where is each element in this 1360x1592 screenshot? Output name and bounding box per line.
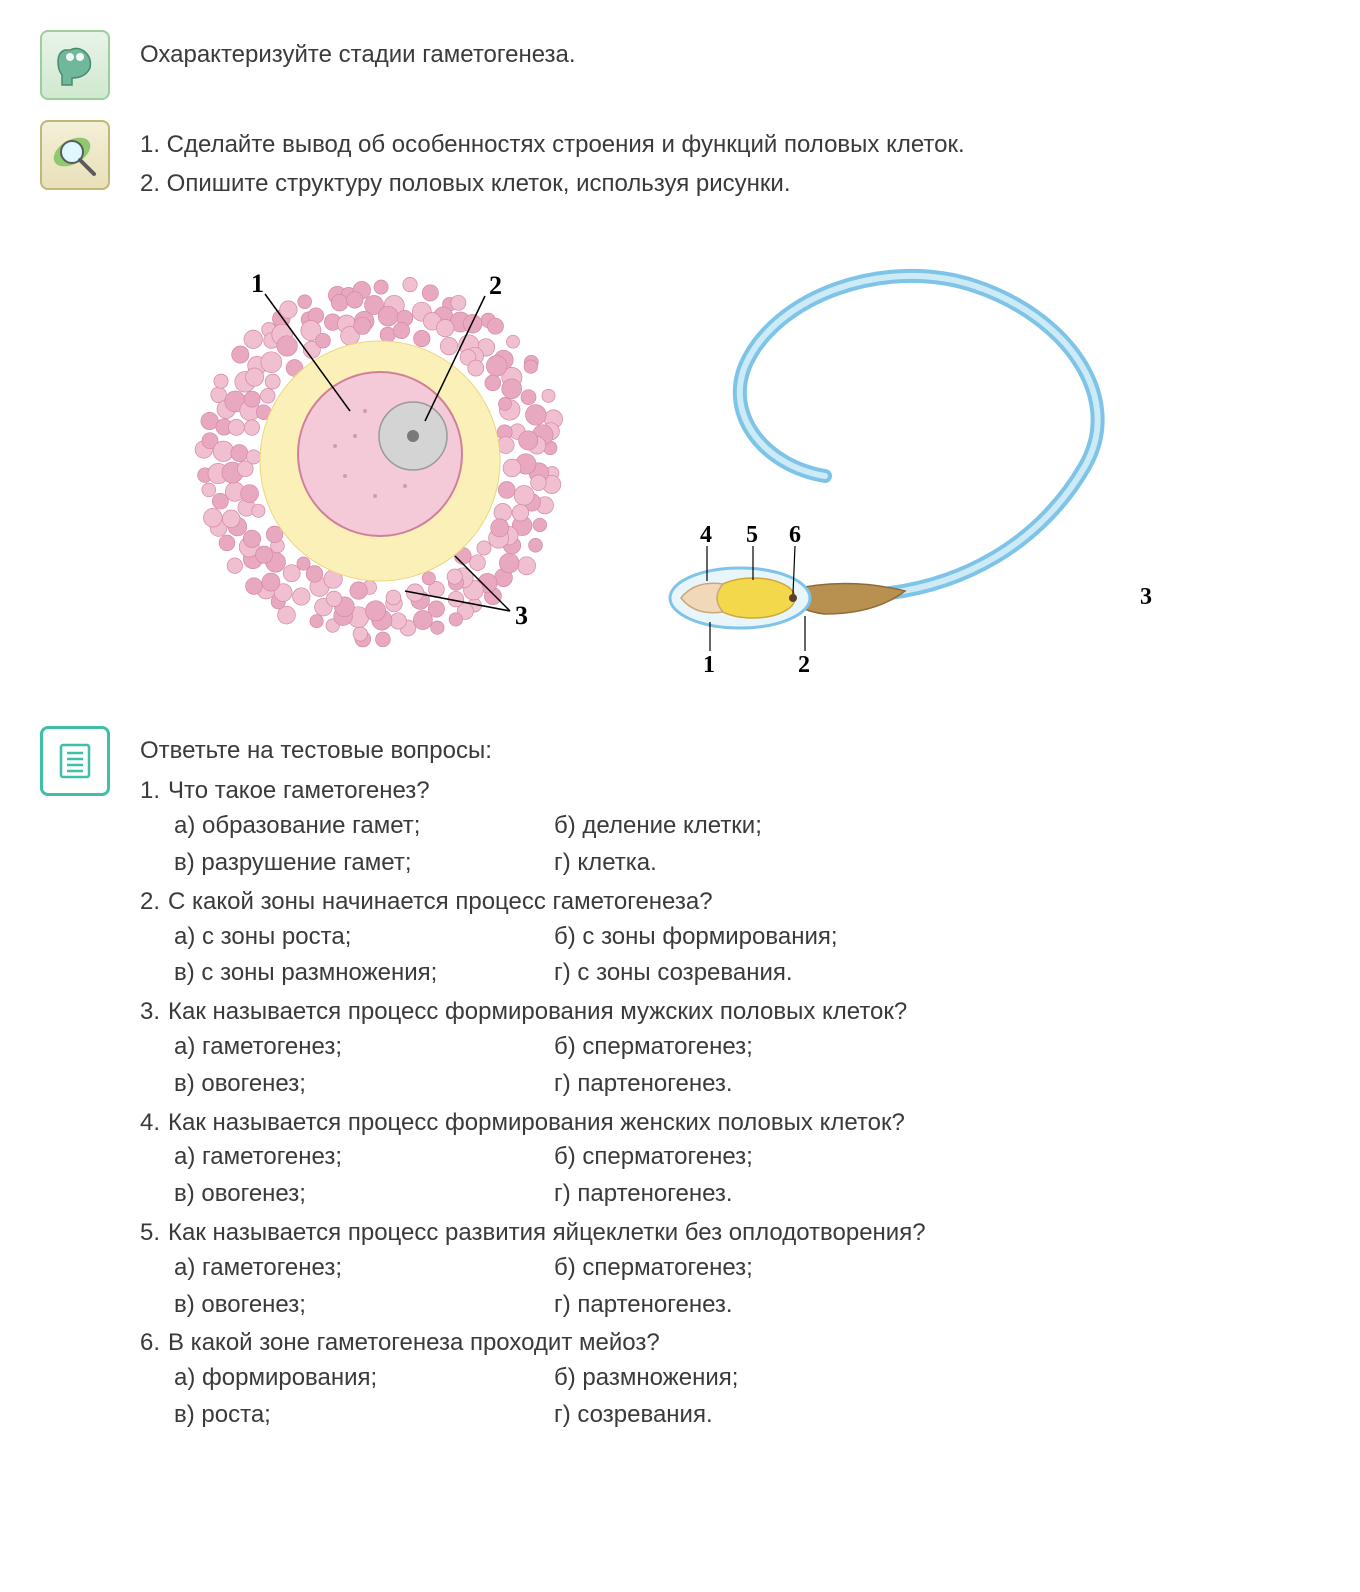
quiz-question-5: 5.Как называется процесс развития яйцекл… bbox=[140, 1216, 1320, 1251]
quiz-q1-opt-b: б) деление клетки; bbox=[554, 809, 1320, 844]
quiz-options-1: а) образование гамет;б) деление клетки;в… bbox=[174, 809, 1320, 881]
sperm-label-5: 5 bbox=[746, 522, 758, 548]
quiz-options-2: а) с зоны роста;б) с зоны формирования;в… bbox=[174, 920, 1320, 992]
section-think: Охарактеризуйте стадии гаметогенеза. bbox=[40, 30, 1320, 100]
section-observe: 1. Сделайте вывод об особенностях строен… bbox=[40, 120, 1320, 206]
sperm-label-1: 1 bbox=[703, 652, 715, 676]
quiz-q3-opt-a: а) гаметогенез; bbox=[174, 1030, 554, 1065]
quiz-content: Ответьте на тестовые вопросы: 1.Что тако… bbox=[140, 726, 1320, 1433]
quiz-options-4: а) гаметогенез;б) сперматогенез;в) овоге… bbox=[174, 1140, 1320, 1212]
quiz-q3-opt-b: б) сперматогенез; bbox=[554, 1030, 1320, 1065]
quiz-q4-opt-b: б) сперматогенез; bbox=[554, 1140, 1320, 1175]
magnifier-leaf-icon bbox=[40, 120, 110, 190]
list-icon bbox=[40, 726, 110, 796]
quiz-q6-opt-b: б) размножения; bbox=[554, 1361, 1320, 1396]
quiz-q5-opt-b: б) сперматогенез; bbox=[554, 1251, 1320, 1286]
quiz-q2-opt-g: г) с зоны созревания. bbox=[554, 956, 1320, 991]
observe-tasks: 1. Сделайте вывод об особенностях строен… bbox=[140, 120, 1320, 206]
sperm-label-4: 4 bbox=[700, 522, 712, 548]
quiz-q3-opt-v: в) овогенез; bbox=[174, 1067, 554, 1102]
sperm-label-3: 3 bbox=[1140, 584, 1152, 610]
quiz-q5-opt-a: а) гаметогенез; bbox=[174, 1251, 554, 1286]
think-prompt-text: Охарактеризуйте стадии гаметогенеза. bbox=[140, 30, 1320, 73]
quiz-options-6: а) формирования;б) размножения;в) роста;… bbox=[174, 1361, 1320, 1433]
ovum-label-3: 3 bbox=[515, 601, 528, 630]
diagram-row: 1 2 3 1 2 3 4 5 6 bbox=[40, 236, 1320, 676]
quiz-q6-opt-g: г) созревания. bbox=[554, 1398, 1320, 1433]
ovum-label-2: 2 bbox=[489, 271, 502, 300]
quiz-q4-opt-a: а) гаметогенез; bbox=[174, 1140, 554, 1175]
ovum-diagram: 1 2 3 bbox=[155, 236, 605, 676]
quiz-options-5: а) гаметогенез;б) сперматогенез;в) овоге… bbox=[174, 1251, 1320, 1323]
sperm-label-6: 6 bbox=[789, 522, 801, 548]
quiz-list: 1.Что такое гаметогенез?а) образование г… bbox=[140, 774, 1320, 1432]
quiz-q5-opt-v: в) овогенез; bbox=[174, 1288, 554, 1323]
quiz-options-3: а) гаметогенез;б) сперматогенез;в) овоге… bbox=[174, 1030, 1320, 1102]
task-2: 2. Опишите структуру половых клеток, исп… bbox=[140, 167, 1320, 202]
sperm-diagram: 1 2 3 4 5 6 bbox=[645, 236, 1205, 676]
quiz-question-6: 6.В какой зоне гаметогенеза проходит мей… bbox=[140, 1326, 1320, 1361]
quiz-q1-opt-g: г) клетка. bbox=[554, 846, 1320, 881]
brain-icon bbox=[40, 30, 110, 100]
quiz-q6-opt-a: а) формирования; bbox=[174, 1361, 554, 1396]
quiz-q4-opt-g: г) партеногенез. bbox=[554, 1177, 1320, 1212]
quiz-q2-opt-a: а) с зоны роста; bbox=[174, 920, 554, 955]
quiz-question-1: 1.Что такое гаметогенез? bbox=[140, 774, 1320, 809]
quiz-question-3: 3.Как называется процесс формирования му… bbox=[140, 995, 1320, 1030]
quiz-q6-opt-v: в) роста; bbox=[174, 1398, 554, 1433]
sperm-label-2: 2 bbox=[798, 652, 810, 676]
quiz-q5-opt-g: г) партеногенез. bbox=[554, 1288, 1320, 1323]
ovum-label-1: 1 bbox=[251, 269, 264, 298]
quiz-q1-opt-a: а) образование гамет; bbox=[174, 809, 554, 844]
quiz-q1-opt-v: в) разрушение гамет; bbox=[174, 846, 554, 881]
task-1: 1. Сделайте вывод об особенностях строен… bbox=[140, 128, 1320, 163]
quiz-q2-opt-v: в) с зоны размножения; bbox=[174, 956, 554, 991]
section-test: Ответьте на тестовые вопросы: 1.Что тако… bbox=[40, 726, 1320, 1433]
quiz-question-4: 4.Как называется процесс формирования же… bbox=[140, 1106, 1320, 1141]
quiz-q4-opt-v: в) овогенез; bbox=[174, 1177, 554, 1212]
quiz-q3-opt-g: г) партеногенез. bbox=[554, 1067, 1320, 1102]
quiz-q2-opt-b: б) с зоны формирования; bbox=[554, 920, 1320, 955]
quiz-question-2: 2.С какой зоны начинается процесс гамето… bbox=[140, 885, 1320, 920]
quiz-intro: Ответьте на тестовые вопросы: bbox=[140, 734, 1320, 769]
